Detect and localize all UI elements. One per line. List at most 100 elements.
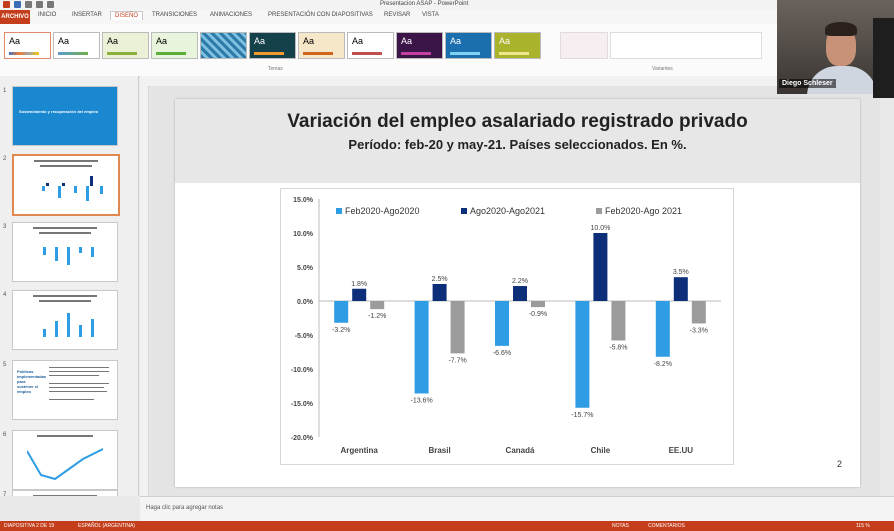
vertical-ruler (140, 86, 149, 496)
data-label: 10.0% (590, 225, 610, 232)
zoom-level[interactable]: 115 % (856, 523, 870, 529)
tab-revisar[interactable]: REVISAR (384, 12, 411, 18)
slide-thumbnail-6[interactable] (12, 430, 118, 490)
data-label: -7.7% (448, 357, 466, 364)
bar (575, 301, 590, 408)
legend-label: Feb2020-Ago2020 (345, 206, 420, 216)
thumb-number: 7 (3, 492, 7, 496)
tab-insertar[interactable]: INSERTAR (72, 12, 102, 18)
bar (531, 301, 545, 308)
powerpoint-icon (3, 1, 10, 8)
y-tick-label: -5.0% (295, 333, 314, 340)
thumb-number: 6 (3, 432, 7, 438)
slide-thumbnail-5[interactable]: Políticas implementadas para sostener el… (12, 360, 118, 420)
slide-thumbnail-3[interactable] (12, 222, 118, 282)
theme-4[interactable]: Aa (151, 32, 198, 59)
slide-thumbnail-4[interactable] (12, 290, 118, 350)
bar (414, 301, 429, 394)
slide-thumbnail-2[interactable] (12, 154, 120, 216)
data-label: 2.2% (512, 278, 528, 285)
tab-transiciones[interactable]: TRANSICIONES (152, 12, 198, 18)
tab-archivo[interactable]: ARCHIVO (0, 10, 30, 24)
slide-subtitle[interactable]: Período: feb-20 y may-21. Países selecci… (348, 137, 687, 152)
theme-2[interactable]: Aa (53, 32, 100, 59)
ribbon-tabs: ARCHIVO INICIO INSERTAR DISEÑO TRANSICIO… (0, 10, 894, 24)
bar (334, 301, 349, 323)
category-label: Argentina (341, 446, 379, 455)
tab-diseno[interactable]: DISEÑO (110, 11, 144, 20)
theme-11[interactable]: Aa (494, 32, 541, 59)
bar (450, 301, 465, 354)
y-tick-label: -15.0% (291, 401, 314, 408)
theme-10[interactable]: Aa (445, 32, 492, 59)
variant-1[interactable] (560, 32, 608, 59)
category-label: Canadá (506, 446, 535, 455)
data-label: 3.5% (673, 269, 689, 276)
data-label: -15.7% (571, 412, 593, 419)
y-tick-label: 15.0% (293, 197, 314, 204)
category-label: EE.UU (669, 446, 694, 455)
thumb-number: 2 (3, 156, 7, 162)
data-label: -13.6% (411, 397, 433, 404)
notes-button[interactable]: NOTAS (612, 523, 629, 529)
bar (691, 301, 706, 324)
thumb-title: Políticas implementadas para sostener el… (17, 369, 47, 394)
category-label: Brasil (428, 446, 450, 455)
bar (673, 277, 688, 301)
theme-6[interactable]: Aa (249, 32, 296, 59)
legend-swatch (336, 208, 342, 214)
theme-5[interactable] (200, 32, 247, 59)
theme-7[interactable]: Aa (298, 32, 345, 59)
slide-number: 2 (837, 459, 843, 469)
tab-vista[interactable]: VISTA (422, 12, 439, 18)
theme-9[interactable]: Aa (396, 32, 443, 59)
bar (655, 301, 670, 357)
redo-icon[interactable] (36, 1, 43, 8)
bar (370, 301, 385, 310)
bar (593, 233, 608, 301)
slide-thumbnail-7[interactable] (12, 490, 118, 496)
legend-swatch (596, 208, 602, 214)
status-language[interactable]: ESPAÑOL (ARGENTINA) (78, 523, 135, 529)
ribbon: Aa Aa Aa Aa Aa Aa Aa Aa Aa Aa Temas Vari… (0, 24, 894, 77)
thumb-number: 1 (3, 88, 7, 94)
legend-label: Feb2020-Ago 2021 (605, 206, 682, 216)
data-label: -3.3% (690, 327, 708, 334)
slide-thumbnail-1[interactable]: Sostenimiento y recuperación del empleo (12, 86, 118, 146)
data-label: -1.2% (368, 313, 386, 320)
slide-thumbnails-pane: 1 Sostenimiento y recuperación del emple… (0, 76, 139, 496)
y-tick-label: 5.0% (297, 265, 314, 272)
bar (611, 301, 626, 341)
y-tick-label: 10.0% (293, 231, 314, 238)
comments-button[interactable]: COMENTARIOS (648, 523, 685, 529)
person-hair (825, 22, 857, 36)
save-icon[interactable] (14, 1, 21, 8)
data-label: 2.5% (432, 276, 448, 283)
theme-office[interactable]: Aa (4, 32, 51, 59)
tab-presentacion[interactable]: PRESENTACIÓN CON DIAPOSITIVAS (268, 12, 373, 18)
bar (513, 286, 527, 301)
status-slide-info: DIAPOSITIVA 2 DE 19 (4, 523, 55, 529)
y-tick-label: -10.0% (291, 367, 314, 374)
y-tick-label: -20.0% (291, 435, 314, 442)
variants-gallery[interactable] (610, 32, 762, 59)
thumb-number: 3 (3, 224, 7, 230)
notes-placeholder: Haga clic para agregar notas (146, 505, 224, 511)
data-label: -6.6% (493, 350, 511, 357)
notes-pane[interactable]: Haga clic para agregar notas (140, 496, 894, 522)
slide-title[interactable]: Variación del empleo asalariado registra… (287, 111, 748, 132)
undo-icon[interactable] (25, 1, 32, 8)
slide[interactable]: Variación del empleo asalariado registra… (175, 99, 860, 487)
tab-inicio[interactable]: INICIO (38, 12, 57, 18)
chart[interactable]: 15.0% 10.0% 5.0% 0.0% -5.0% -10.0% -15.0% -20.0… (280, 188, 734, 465)
start-slideshow-icon[interactable] (47, 1, 54, 8)
theme-8[interactable]: Aa (347, 32, 394, 59)
theme-3[interactable]: Aa (102, 32, 149, 59)
data-label: -8.2% (654, 361, 672, 368)
tab-animaciones[interactable]: ANIMACIONES (210, 12, 253, 18)
bar (352, 288, 367, 301)
slide-header (175, 99, 860, 183)
category-label: Chile (591, 446, 611, 455)
group-label-temas: Temas (268, 66, 283, 72)
legend-swatch (461, 208, 467, 214)
